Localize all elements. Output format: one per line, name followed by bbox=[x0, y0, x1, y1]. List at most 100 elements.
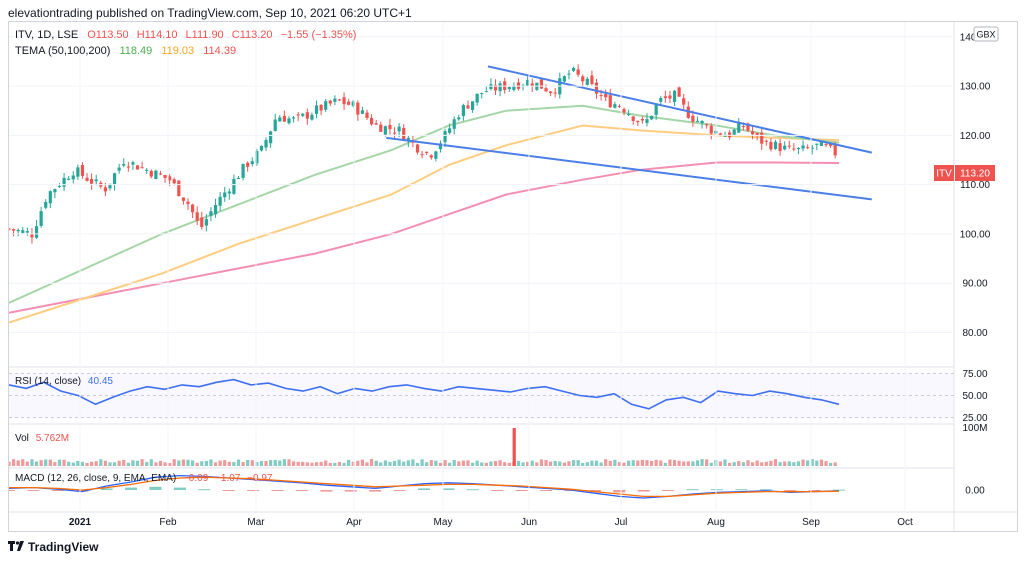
candle-body bbox=[539, 79, 544, 89]
volume-bar bbox=[48, 459, 52, 466]
volume-bar bbox=[732, 462, 736, 466]
volume-bar bbox=[122, 459, 126, 466]
candle-body bbox=[71, 175, 75, 180]
volume-bar bbox=[498, 460, 502, 466]
volume-bar bbox=[576, 460, 580, 466]
candle-body bbox=[576, 69, 580, 75]
volume-bar bbox=[360, 459, 365, 466]
volume-bar bbox=[305, 462, 309, 466]
candle-body bbox=[420, 154, 424, 156]
volume-bar bbox=[631, 460, 635, 466]
volume-bar bbox=[397, 459, 401, 466]
publish-header: elevationtrading published on TradingVie… bbox=[8, 6, 412, 20]
candle-body bbox=[351, 101, 355, 106]
macd-histogram-bar bbox=[369, 490, 382, 492]
candle-body bbox=[709, 125, 713, 134]
candle-body bbox=[94, 179, 98, 182]
volume-bar bbox=[737, 461, 741, 466]
time-tick-label: Apr bbox=[346, 517, 362, 528]
candle-body bbox=[760, 132, 764, 144]
tradingview-footer[interactable]: TradingView bbox=[8, 539, 98, 554]
candle-body bbox=[392, 132, 397, 134]
candle-body bbox=[397, 126, 401, 132]
candle-body bbox=[76, 167, 80, 177]
volume-bar bbox=[705, 459, 709, 466]
candle-body bbox=[443, 131, 447, 143]
macd-histogram-bar bbox=[173, 487, 186, 490]
macd-histogram-bar bbox=[271, 490, 284, 491]
volume-bar bbox=[135, 460, 140, 466]
time-tick-label: Oct bbox=[897, 517, 913, 528]
volume-bar bbox=[99, 459, 103, 466]
volume-bar bbox=[209, 459, 213, 466]
macd-histogram-bar bbox=[808, 490, 821, 491]
volume-bar bbox=[663, 462, 667, 466]
candle-body bbox=[470, 101, 475, 110]
legend-tema-label: TEMA (50,100,200) bbox=[15, 45, 110, 57]
candle-body bbox=[278, 117, 282, 122]
macd-histogram-bar bbox=[466, 489, 479, 491]
candle-body bbox=[448, 128, 452, 133]
volume-bar bbox=[218, 460, 222, 466]
volume-bar bbox=[200, 461, 204, 466]
candle-body bbox=[319, 104, 323, 111]
candle-body bbox=[636, 120, 640, 123]
volume-bar bbox=[57, 459, 62, 466]
candle-body bbox=[324, 101, 328, 110]
candle-body bbox=[425, 151, 429, 153]
volume-bar bbox=[503, 462, 507, 466]
volume-bar bbox=[695, 460, 700, 466]
macd-pane bbox=[3, 474, 845, 499]
candle-body bbox=[383, 126, 387, 135]
vol-value: 5.762M bbox=[36, 433, 69, 444]
volume-bar bbox=[415, 462, 420, 466]
volume-bar bbox=[649, 461, 654, 466]
volume-bar bbox=[530, 460, 534, 466]
candle-body bbox=[815, 143, 819, 145]
rsi-pane bbox=[8, 372, 954, 419]
candle-body bbox=[668, 95, 672, 99]
volume-bar bbox=[278, 460, 282, 466]
volume-bar bbox=[489, 461, 493, 466]
volume-bar bbox=[815, 460, 819, 466]
volume-bar bbox=[507, 462, 511, 466]
price-chart-svg[interactable]: 140.00130.00120.00110.00100.0090.0080.00… bbox=[3, 22, 1017, 531]
candle-body bbox=[328, 100, 332, 104]
last-price-symbol-tag bbox=[934, 165, 954, 181]
rsi-band bbox=[9, 373, 954, 418]
candle-body bbox=[131, 162, 135, 165]
candle-body bbox=[360, 110, 365, 114]
candle-body bbox=[204, 219, 208, 226]
volume-bar bbox=[700, 459, 704, 466]
candle-body bbox=[824, 144, 828, 146]
candle-body bbox=[594, 82, 599, 94]
time-tick-label: 2021 bbox=[69, 517, 92, 528]
candle-body bbox=[512, 85, 516, 90]
candle-body bbox=[617, 105, 622, 107]
chart-frame[interactable]: 140.00130.00120.00110.00100.0090.0080.00… bbox=[3, 21, 1018, 532]
candle-body bbox=[484, 91, 488, 93]
volume-bar bbox=[746, 460, 750, 466]
vol-legend: Vol 5.762M bbox=[15, 433, 69, 444]
candle-body bbox=[571, 67, 576, 71]
candle-body bbox=[507, 87, 511, 90]
candle-body bbox=[16, 230, 20, 232]
price-tick-label: 90.00 bbox=[962, 279, 987, 290]
candle-body bbox=[544, 88, 548, 92]
volume-bar bbox=[668, 459, 672, 466]
legend-tema-200: 114.39 bbox=[203, 45, 236, 57]
volume-bar bbox=[7, 461, 11, 466]
macd-value-2: −1.07 bbox=[215, 473, 241, 484]
candle-body bbox=[452, 119, 456, 129]
candle-body bbox=[406, 137, 410, 141]
candle-body bbox=[801, 145, 805, 149]
macd-histogram-bar bbox=[540, 490, 553, 491]
currency-badge[interactable] bbox=[973, 26, 999, 42]
macd-histogram-bar bbox=[710, 489, 723, 491]
volume-bar bbox=[34, 461, 39, 466]
candle-body bbox=[700, 121, 704, 124]
volume-bar bbox=[287, 459, 291, 466]
macd-histogram-bar bbox=[100, 488, 113, 490]
volume-bar bbox=[333, 462, 337, 466]
volume-bar bbox=[342, 462, 346, 466]
